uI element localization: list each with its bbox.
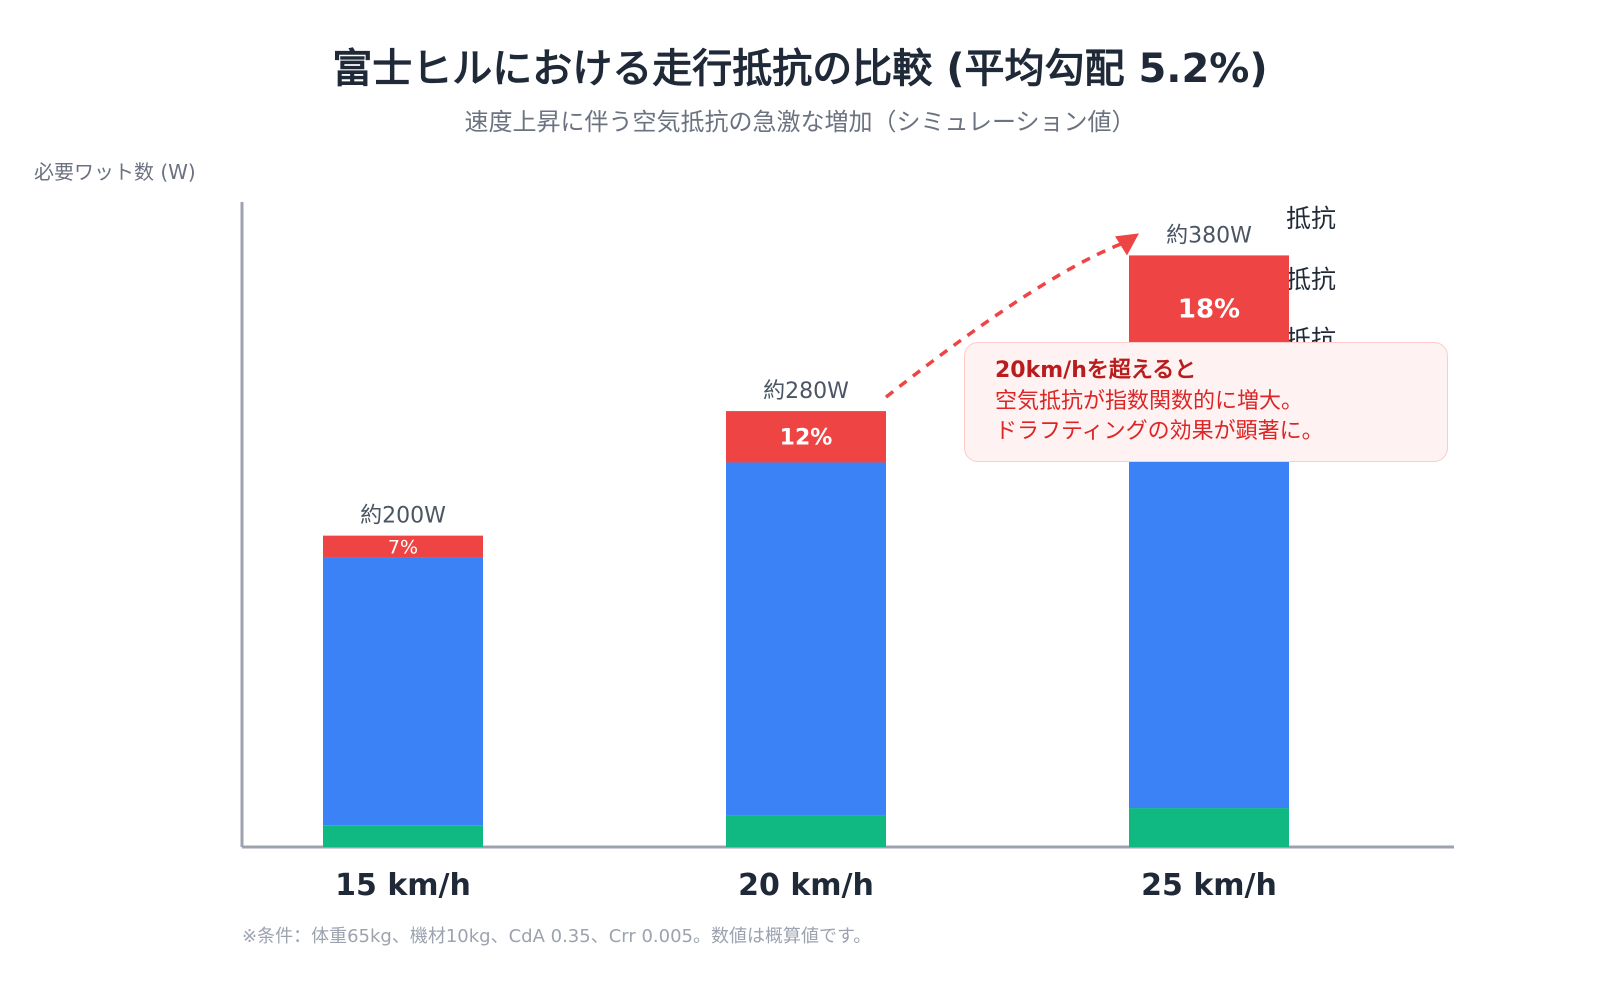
callout-title: 20km/hを超えると [995,358,1197,383]
bar-segment-air [726,411,886,463]
trend-arrow-head [1115,233,1139,256]
chart-subtitle: 速度上昇に伴う空気抵抗の急激な増加（シミュレーション値） [464,108,1136,136]
bar-segment-air [323,535,483,558]
chart-title: 富士ヒルにおける走行抵抗の比較 (平均勾配 5.2%) [332,46,1268,92]
callout-body: 空気抵抗が指数関数的に増大。 ドラフティングの効果が顕著に。 [995,389,1324,444]
x-tick-label: 25 km/h [1141,868,1277,903]
total-label: 約380W [1166,223,1252,248]
bar-segment-gravity [323,557,483,826]
x-tick-label: 20 km/h [738,868,874,903]
y-axis-label: 必要ワット数 (W) [34,160,196,184]
total-label: 約200W [360,504,446,529]
bar-segment-rolling [323,825,483,847]
total-label: 約280W [763,379,849,404]
bar-segment-gravity [726,462,886,816]
air-share-label: 12% [780,426,833,451]
x-tick-label: 15 km/h [335,868,471,903]
annotation-callout: 20km/hを超えると 空気抵抗が指数関数的に増大。 ドラフティングの効果が顕著… [964,342,1448,462]
legend-label: 抵抗 [1286,265,1336,294]
footnote: ※条件：体重65kg、機材10kg、CdA 0.35、Crr 0.005。数値は… [242,926,872,947]
bar-segment-rolling [1129,808,1289,847]
trend-arrow-line [884,237,1134,399]
legend-label: 抵抗 [1286,204,1336,233]
bar-segment-rolling [726,815,886,847]
air-share-label: 7% [388,536,418,558]
air-share-label: 18% [1178,295,1240,325]
